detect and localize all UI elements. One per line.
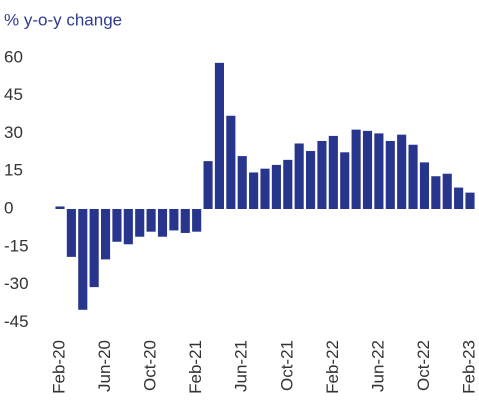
bar xyxy=(192,209,202,232)
bar xyxy=(385,140,395,209)
bar xyxy=(328,135,338,209)
bar xyxy=(123,209,133,245)
y-tick-label: -15 xyxy=(4,236,29,255)
y-tick-label: 60 xyxy=(4,47,23,66)
bar xyxy=(112,209,122,242)
y-tick-label: 30 xyxy=(4,123,23,142)
y-tick-label: -45 xyxy=(4,312,29,331)
bar xyxy=(419,162,430,209)
bar xyxy=(100,209,111,260)
bar xyxy=(157,209,168,237)
bar xyxy=(374,133,384,209)
bar xyxy=(203,161,213,209)
y-tick-label: -30 xyxy=(4,274,29,293)
bar xyxy=(249,172,259,209)
bar xyxy=(214,62,224,210)
bar xyxy=(283,159,293,209)
bar xyxy=(226,115,236,209)
bar xyxy=(55,206,65,209)
bar xyxy=(351,129,361,209)
bar xyxy=(169,209,179,231)
bar xyxy=(408,144,418,209)
x-tick-label: Oct-21 xyxy=(277,340,296,391)
bar xyxy=(135,209,145,237)
bar xyxy=(442,173,452,209)
x-tick-label: Feb-22 xyxy=(323,340,342,394)
bar xyxy=(431,176,441,209)
y-tick-label: 15 xyxy=(4,161,23,180)
bar xyxy=(146,209,156,232)
bar xyxy=(89,209,99,288)
x-tick-label: Feb-23 xyxy=(459,340,478,394)
bar xyxy=(180,209,190,233)
x-tick-label: Jun-21 xyxy=(232,340,251,392)
bar xyxy=(237,156,247,209)
y-tick-label: 45 xyxy=(4,85,23,104)
bar xyxy=(317,140,327,209)
bar xyxy=(465,192,475,209)
bar xyxy=(362,130,373,209)
bar xyxy=(271,164,281,209)
chart-title: % y-o-y change xyxy=(4,10,122,29)
x-tick-label: Feb-21 xyxy=(186,340,205,394)
bar xyxy=(66,209,76,257)
y-tick-label: 0 xyxy=(4,198,13,217)
bar xyxy=(340,152,350,209)
bar xyxy=(454,187,464,209)
bar xyxy=(294,143,304,209)
x-tick-label: Oct-22 xyxy=(414,340,433,391)
bar xyxy=(260,168,270,209)
bar xyxy=(397,134,407,209)
x-tick-label: Jun-20 xyxy=(95,340,114,392)
bar xyxy=(306,151,316,209)
x-tick-label: Feb-20 xyxy=(49,340,68,394)
x-tick-label: Jun-22 xyxy=(368,340,387,392)
x-tick-label: Oct-20 xyxy=(141,340,160,391)
bar xyxy=(78,209,88,310)
